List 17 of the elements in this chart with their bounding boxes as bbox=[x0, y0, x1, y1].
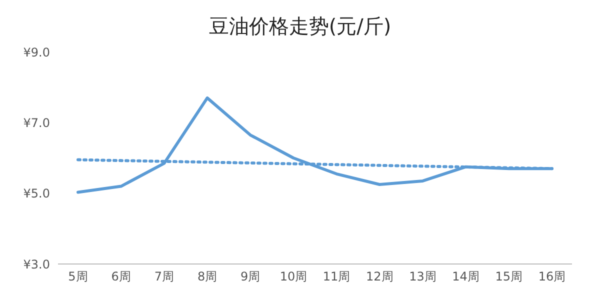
y-tick-label: ¥5.0 bbox=[23, 186, 50, 201]
x-tick-label: 11周 bbox=[322, 270, 350, 284]
x-tick-label: 15周 bbox=[495, 270, 523, 284]
x-tick-label: 14周 bbox=[452, 270, 480, 284]
x-tick-label: 6周 bbox=[111, 270, 131, 284]
x-tick-label: 9周 bbox=[240, 270, 260, 284]
y-tick-label: ¥9.0 bbox=[23, 45, 50, 60]
x-tick-label: 10周 bbox=[280, 270, 308, 284]
x-tick-label: 5周 bbox=[68, 270, 88, 284]
x-tick-label: 16周 bbox=[538, 270, 566, 284]
x-tick-label: 13周 bbox=[409, 270, 436, 284]
x-tick-label: 12周 bbox=[366, 270, 394, 284]
x-tick-label: 8周 bbox=[197, 270, 218, 284]
y-tick-label: ¥7.0 bbox=[23, 116, 50, 130]
x-tick-label: 7周 bbox=[154, 270, 174, 284]
chart-title: 豆油价格走势(元/斤) bbox=[208, 13, 392, 40]
y-tick-label: ¥3.0 bbox=[23, 257, 50, 272]
